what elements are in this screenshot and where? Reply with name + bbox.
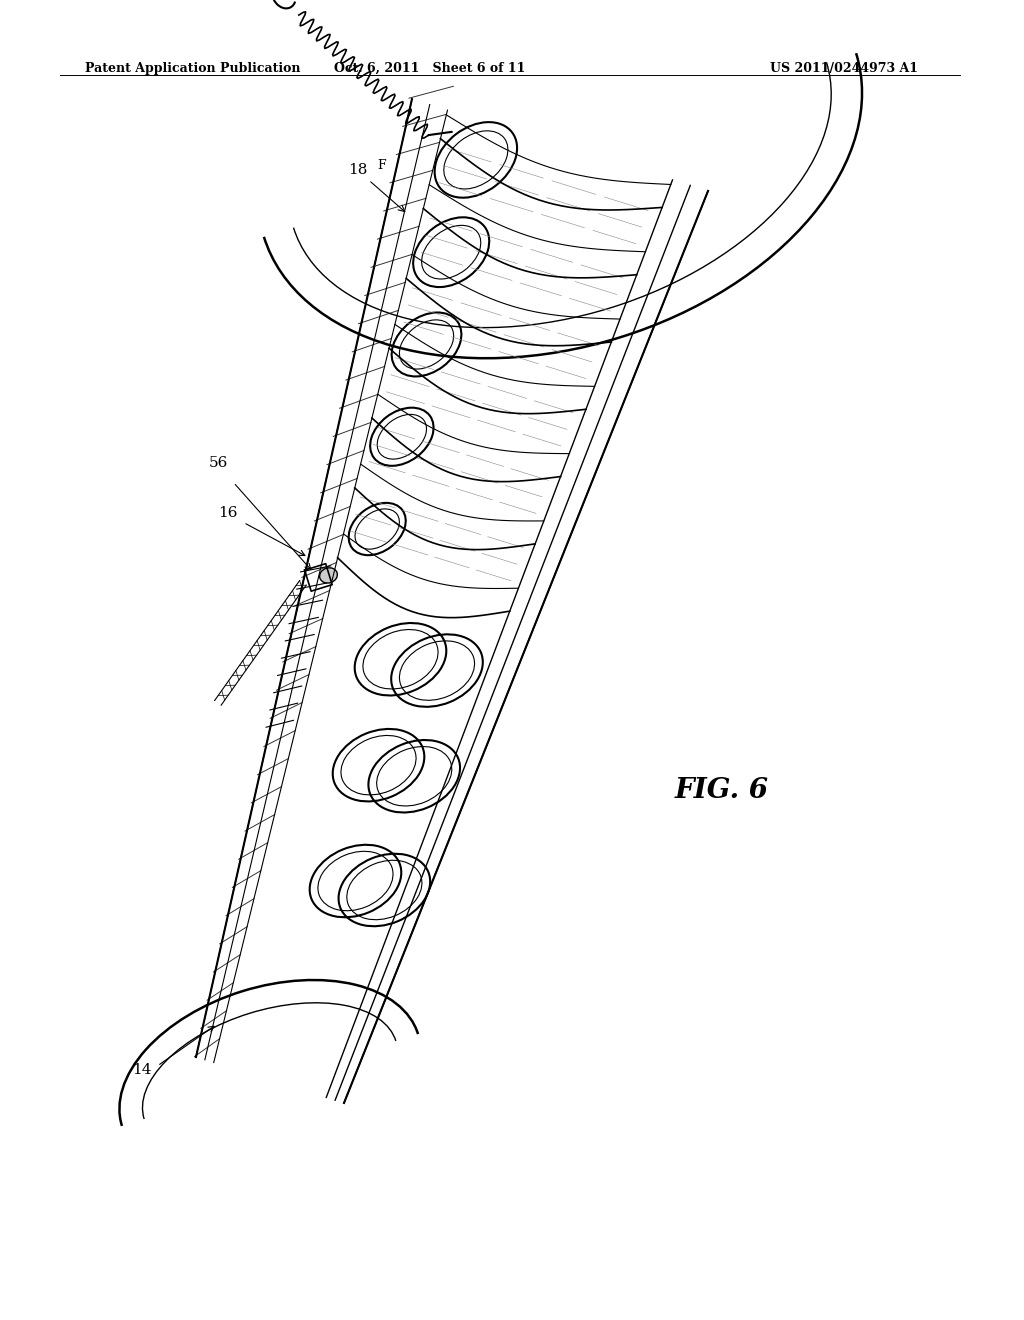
Text: F: F [378, 160, 386, 172]
Text: 56: 56 [209, 457, 227, 470]
Text: 18: 18 [348, 164, 404, 211]
Text: US 2011/0244973 A1: US 2011/0244973 A1 [770, 62, 918, 75]
Text: Oct. 6, 2011   Sheet 6 of 11: Oct. 6, 2011 Sheet 6 of 11 [334, 62, 525, 75]
Text: 16: 16 [218, 507, 238, 520]
Text: 14: 14 [132, 1063, 152, 1077]
Ellipse shape [319, 568, 337, 583]
Text: FIG. 6: FIG. 6 [675, 776, 769, 804]
Text: Patent Application Publication: Patent Application Publication [85, 62, 300, 75]
